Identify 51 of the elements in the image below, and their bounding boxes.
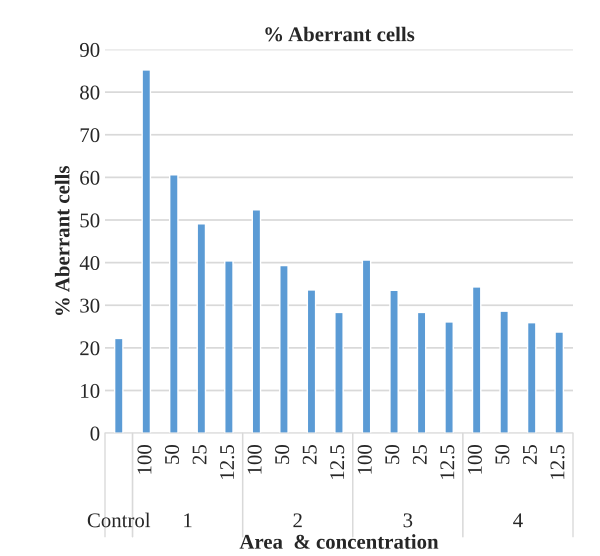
- x-tick-label: 12.5: [330, 445, 344, 479]
- x-tick-label: 50: [164, 445, 180, 464]
- text: 4: [513, 513, 523, 528]
- bar: [306, 289, 316, 434]
- x-tick-label: 25: [302, 445, 317, 464]
- bar: [416, 312, 426, 434]
- y-tick-label: 70: [80, 128, 100, 142]
- bar: [114, 338, 124, 434]
- x-tick-label: 100: [358, 445, 372, 474]
- y-tick-label: 90: [80, 42, 100, 57]
- bar: [141, 69, 152, 434]
- x-tick-label: 50: [385, 445, 400, 464]
- y-tick-label: 40: [80, 256, 100, 270]
- x-tick-label: 50: [275, 445, 290, 464]
- x-tick-label: 25: [522, 445, 537, 464]
- bar: [554, 331, 564, 434]
- text: 1: [184, 513, 192, 528]
- chart-title: % Aberrant cells: [265, 26, 414, 42]
- bar: [389, 290, 399, 434]
- x-tick-label: 100: [468, 445, 482, 474]
- text: Control: [88, 512, 150, 528]
- bar: [526, 322, 537, 434]
- y-tick-label: 10: [81, 384, 100, 398]
- x-tick-label: 50: [495, 445, 510, 464]
- bar: [444, 321, 454, 434]
- x-axis-title: Area & concentration: [240, 534, 438, 549]
- x-tick-label: 25: [192, 445, 207, 464]
- bar: [499, 310, 509, 434]
- x-tick-label: 100: [248, 445, 262, 474]
- bar: [252, 209, 262, 434]
- y-tick-label: 30: [80, 298, 100, 313]
- x-tick-label: 12.5: [550, 445, 565, 479]
- bar: [334, 312, 344, 434]
- bar: [472, 286, 482, 434]
- y-axis-title: % Aberrant cells: [54, 166, 70, 315]
- y-tick-label: 20: [80, 341, 100, 356]
- text: 2: [293, 513, 302, 528]
- bar: [224, 260, 234, 434]
- y-tick-label: 0: [90, 426, 100, 441]
- x-tick-label: 100: [137, 445, 152, 474]
- x-tick-label: 12.5: [220, 445, 234, 479]
- text: 3: [404, 513, 412, 528]
- bar: [279, 264, 289, 434]
- y-tick-label: 60: [80, 170, 100, 185]
- bar: [196, 223, 206, 434]
- bar: [169, 174, 179, 434]
- x-tick-label: 12.5: [440, 445, 454, 479]
- x-tick-label: 25: [412, 445, 427, 464]
- y-tick-label: 80: [80, 85, 100, 100]
- y-tick-label: 50: [80, 213, 100, 228]
- bar: [362, 259, 372, 434]
